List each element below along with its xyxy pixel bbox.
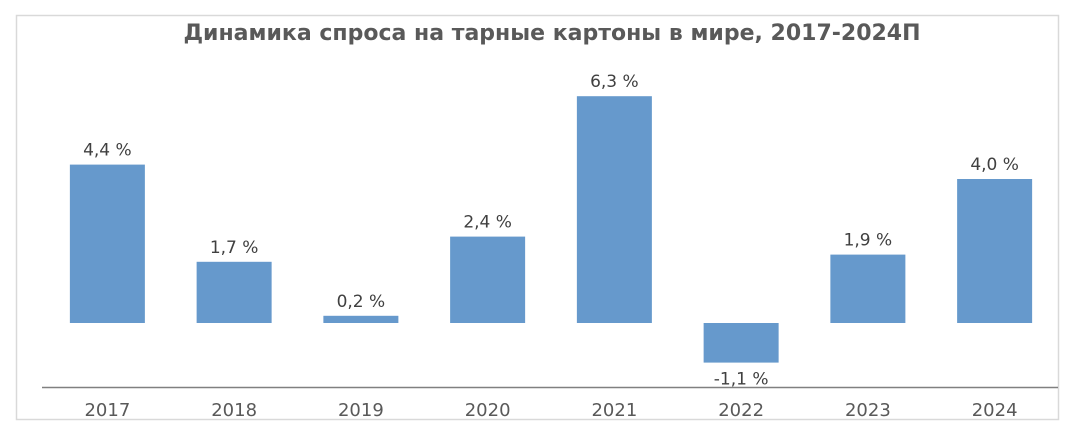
data-label-2017: 4,4 % [83, 141, 132, 161]
chart-title: Динамика спроса на тарные картоны в мире… [183, 21, 920, 46]
x-tick-label-2019: 2019 [338, 400, 384, 421]
bar-2021 [576, 96, 652, 323]
data-label-2024: 4,0 % [970, 155, 1019, 175]
bar-2020 [450, 236, 526, 323]
bar-2019 [323, 315, 399, 323]
data-label-2023: 1,9 % [844, 231, 893, 251]
bar-2018 [196, 261, 272, 323]
bar-2022 [703, 323, 779, 363]
bar-2017 [69, 164, 145, 323]
data-label-2022: -1,1 % [714, 370, 769, 390]
data-label-2018: 1,7 % [210, 238, 259, 258]
chart-border [15, 14, 1060, 421]
bar-2024 [957, 179, 1033, 323]
x-tick-label-2024: 2024 [972, 400, 1018, 421]
x-tick-label-2018: 2018 [211, 400, 257, 421]
x-tick-label-2021: 2021 [591, 400, 637, 421]
data-label-2019: 0,2 % [337, 292, 386, 312]
x-tick-label-2022: 2022 [718, 400, 764, 421]
data-label-2020: 2,4 % [463, 213, 512, 233]
x-tick-label-2023: 2023 [845, 400, 891, 421]
bar-2023 [830, 254, 906, 323]
data-label-2021: 6,3 % [590, 72, 639, 92]
x-tick-label-2017: 2017 [84, 400, 130, 421]
x-tick-label-2020: 2020 [465, 400, 511, 421]
